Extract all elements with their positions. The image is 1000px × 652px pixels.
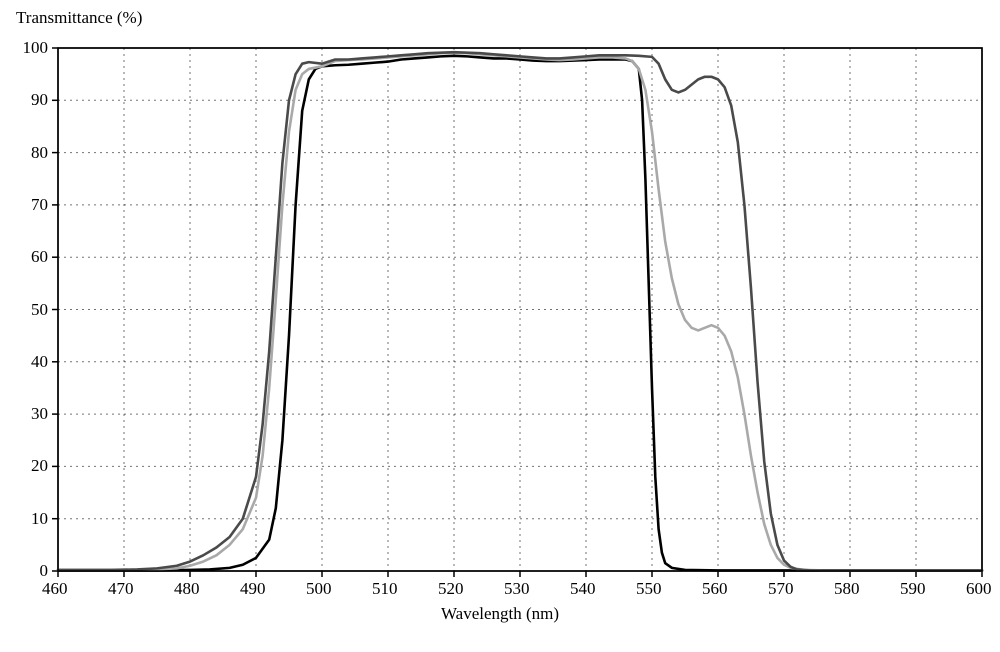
x-tick-label: 530 [504, 579, 530, 599]
x-tick-label: 490 [240, 579, 266, 599]
x-tick-label: 510 [372, 579, 398, 599]
y-tick-label: 100 [23, 38, 49, 58]
y-tick-label: 60 [31, 247, 48, 267]
y-tick-label: 30 [31, 404, 48, 424]
x-axis-title: Wavelength (nm) [0, 604, 1000, 624]
x-tick-label: 570 [768, 579, 794, 599]
y-tick-label: 0 [40, 561, 49, 581]
y-tick-label: 20 [31, 456, 48, 476]
y-tick-label: 90 [31, 90, 48, 110]
x-tick-label: 480 [174, 579, 200, 599]
y-tick-label: 10 [31, 509, 48, 529]
y-tick-label: 40 [31, 352, 48, 372]
x-tick-label: 590 [900, 579, 926, 599]
x-tick-label: 520 [438, 579, 464, 599]
x-tick-label: 500 [306, 579, 332, 599]
x-tick-label: 560 [702, 579, 728, 599]
y-axis-title: Transmittance (%) [16, 8, 142, 28]
x-tick-label: 600 [966, 579, 992, 599]
x-tick-label: 540 [570, 579, 596, 599]
x-tick-label: 580 [834, 579, 860, 599]
x-tick-label: 470 [108, 579, 134, 599]
x-tick-label: 550 [636, 579, 662, 599]
y-tick-label: 80 [31, 143, 48, 163]
chart-container: Transmittance (%) 4604704804905005105205… [0, 0, 1000, 652]
y-tick-label: 50 [31, 300, 48, 320]
y-tick-label: 70 [31, 195, 48, 215]
x-tick-label: 460 [42, 579, 68, 599]
chart-svg [0, 0, 1000, 652]
